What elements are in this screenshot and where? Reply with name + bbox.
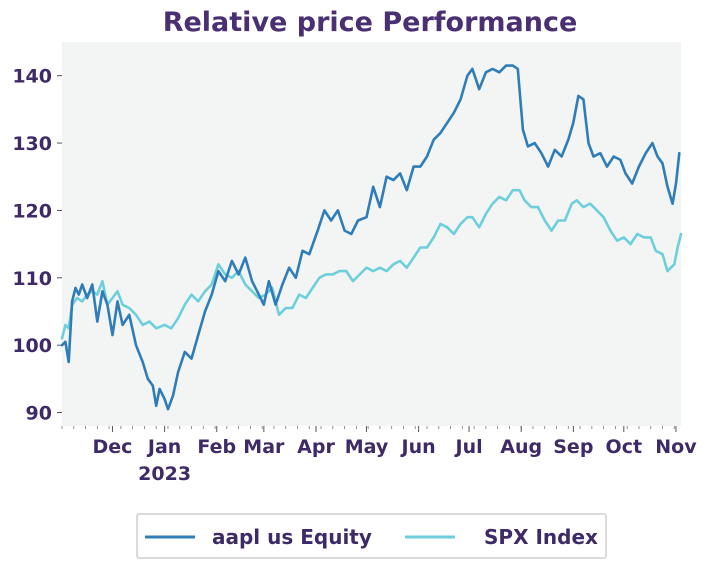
y-tick-label: 110	[12, 268, 52, 290]
x-axis: Dec Jan 2023 Feb Mar Apr May Jun Jul Aug Sep Oct Nov	[61, 426, 697, 485]
series-layer	[60, 64, 683, 411]
legend-box	[136, 513, 607, 559]
x-tick-label: Jan	[146, 436, 181, 458]
x-tick-label: Oct	[606, 436, 643, 458]
y-tick-label: 90	[26, 403, 52, 425]
x-tick-label: Jul	[454, 436, 483, 458]
x-tick-label: Sep	[553, 436, 593, 458]
x-tick-label: Nov	[655, 436, 697, 458]
x-tick-label: Feb	[197, 436, 236, 458]
series-line-spx	[60, 188, 683, 340]
x-tick-label: May	[345, 436, 389, 458]
legend-label: aapl us Equity	[212, 525, 372, 549]
series-line-aapl	[60, 64, 681, 411]
x-tick-label: Apr	[297, 436, 335, 458]
x-tick-label: Jun	[400, 436, 436, 458]
x-tick-label: Dec	[93, 436, 133, 458]
x-tick-label: Mar	[243, 436, 285, 458]
chart-title: Relative price Performance	[163, 7, 578, 38]
legend: aapl us Equity SPX Index	[136, 513, 607, 559]
y-tick-label: 130	[12, 133, 52, 155]
plot-area	[62, 42, 681, 426]
x-tick-sublabel: 2023	[138, 463, 191, 485]
y-tick-label: 120	[12, 200, 52, 222]
legend-label: SPX Index	[484, 525, 598, 549]
y-tick-label: 140	[12, 66, 52, 88]
x-tick-label: Aug	[500, 436, 542, 458]
y-axis: 90 100 110 120 130 140	[12, 66, 62, 425]
y-tick-label: 100	[12, 335, 52, 357]
